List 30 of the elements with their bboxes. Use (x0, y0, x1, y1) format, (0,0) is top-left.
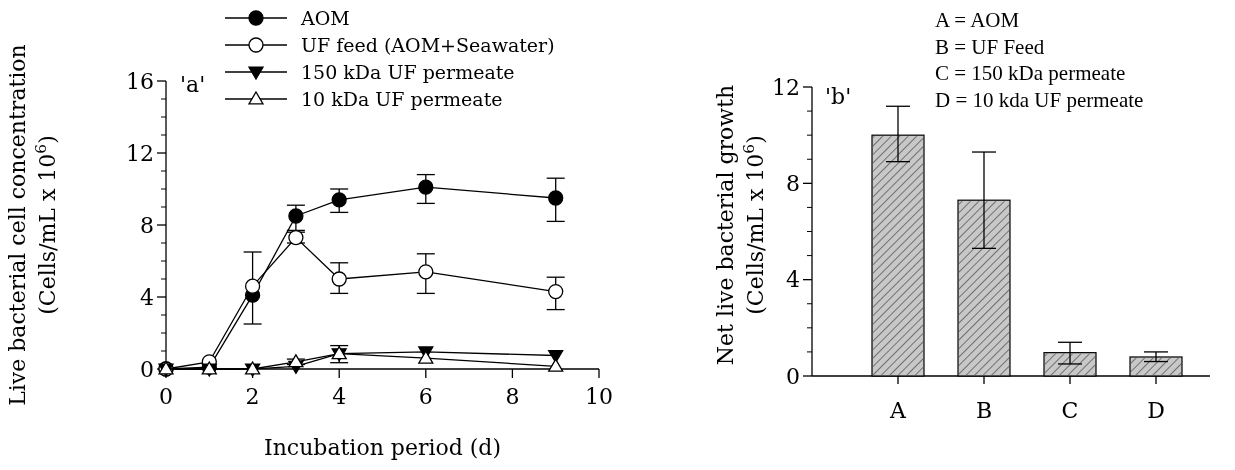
x-axis-title: Incubation period (d) (263, 435, 502, 460)
legend-label: AOM (300, 6, 350, 29)
annotation: 'a' (180, 72, 206, 97)
annotation: 'b' (825, 84, 852, 109)
x-tick-label: 6 (418, 384, 433, 409)
legend-label: 10 kDa UF permeate (301, 87, 503, 110)
legend-label: UF feed (AOM+Seawater) (301, 33, 555, 56)
y-tick-label: 8 (140, 212, 154, 238)
y-tick-label: 12 (126, 140, 154, 166)
x-tick-label: 8 (505, 384, 520, 409)
text: B = UF Feed (935, 34, 1045, 59)
x-tick-label: 0 (159, 384, 173, 409)
text: A = AOM (935, 8, 1020, 32)
x-tick-label: C (1061, 398, 1079, 423)
x-tick-label: 4 (332, 384, 347, 409)
x-tick-label: B (975, 398, 993, 423)
x-tick-label: A (889, 398, 908, 423)
y-tick-label: 16 (126, 68, 154, 94)
y-tick-label: 0 (786, 363, 800, 389)
text: C = 150 kDa permeate (935, 61, 1126, 85)
y-tick-label: 4 (140, 284, 154, 310)
y-tick-label: 4 (786, 267, 800, 293)
annotation: D = 10 kda UF permeate (935, 87, 1144, 112)
y-tick-label: 8 (786, 171, 800, 197)
y-tick-label: 12 (772, 74, 800, 100)
y-tick-label: 0 (140, 356, 154, 382)
x-tick-label: 10 (585, 384, 613, 409)
legend-label: 150 kDa UF permeate (301, 60, 515, 83)
x-tick-label: D (1147, 398, 1165, 423)
x-tick-label: 2 (245, 384, 260, 409)
